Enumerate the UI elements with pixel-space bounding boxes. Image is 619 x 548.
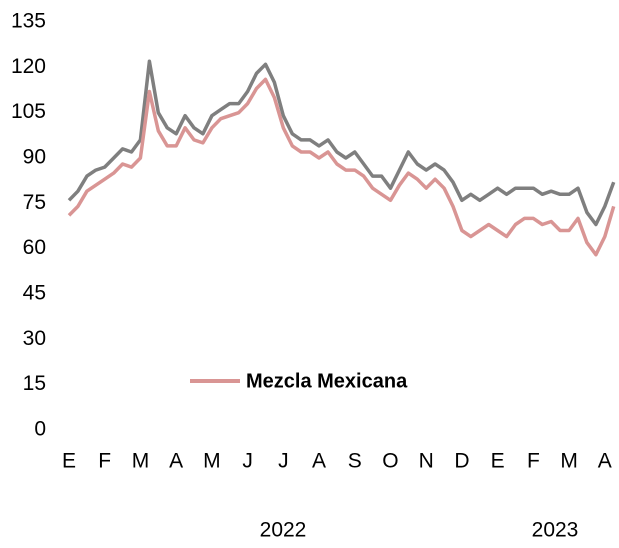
year-label: 2022 — [260, 519, 307, 542]
x-tick-label: N — [419, 450, 434, 473]
legend-label: Mezcla Mexicana — [246, 370, 408, 392]
y-tick-label: 60 — [23, 236, 46, 259]
y-tick-label: 0 — [34, 418, 46, 441]
y-tick-label: 105 — [11, 100, 46, 123]
year-label: 2023 — [532, 519, 579, 542]
y-tick-label: 30 — [23, 327, 46, 350]
y-tick-label: 90 — [23, 146, 46, 169]
x-tick-label: E — [62, 450, 76, 473]
x-tick-label: A — [598, 450, 612, 473]
y-tick-label: 15 — [23, 372, 46, 395]
x-tick-label: M — [132, 450, 150, 473]
x-tick-label: M — [203, 450, 221, 473]
x-tick-label: A — [312, 450, 326, 473]
y-tick-label: 75 — [23, 191, 46, 214]
x-tick-label: F — [98, 450, 111, 473]
x-tick-label: D — [454, 450, 469, 473]
x-tick-label: J — [278, 450, 289, 473]
x-tick-label: E — [491, 450, 505, 473]
series-line — [67, 77, 616, 257]
x-tick-label: S — [348, 450, 362, 473]
y-tick-label: 120 — [11, 55, 46, 78]
x-tick-label: J — [242, 450, 253, 473]
series-line — [67, 59, 616, 227]
x-tick-label: A — [169, 450, 183, 473]
x-tick-label: F — [527, 450, 540, 473]
y-tick-label: 45 — [23, 282, 46, 305]
y-tick-label: 135 — [11, 10, 46, 33]
x-tick-label: M — [560, 450, 578, 473]
x-tick-label: O — [382, 450, 398, 473]
